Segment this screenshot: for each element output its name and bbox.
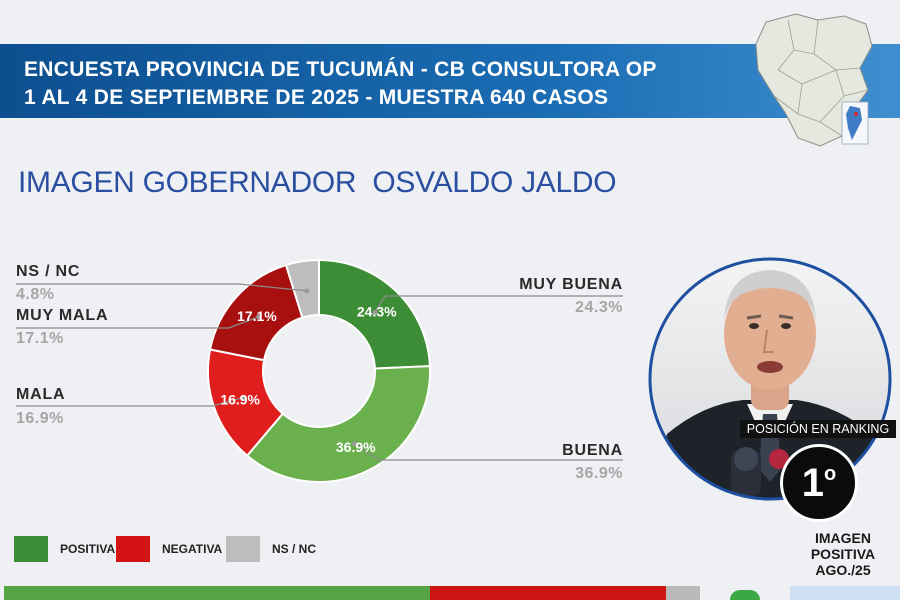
summary-bar-ranking [790, 586, 900, 600]
governor-portrait [648, 257, 892, 501]
header-line-2: 1 AL 4 DE SEPTIEMBRE DE 2025 - MUESTRA 6… [24, 86, 609, 109]
legend-label-positiva: POSITIVA [60, 542, 116, 556]
slice-buena [245, 365, 431, 483]
legend-swatch-nsnc [226, 536, 260, 562]
slice-label-muy-mala: 17.1% [237, 308, 277, 324]
label-muy-buena: MUY BUENA [519, 276, 623, 293]
leader-line-mala [16, 397, 243, 407]
ranking-caption-line-1: IMAGEN [815, 530, 871, 546]
summary-bar-nsnc [666, 586, 700, 600]
value-mala: 16.9% [16, 410, 64, 427]
summary-bar-negative [430, 586, 666, 600]
summary-bar-positive [4, 586, 430, 600]
ranking-position: 1 [801, 460, 825, 505]
legend-label-nsnc: NS / NC [272, 542, 317, 556]
leader-dot-ns-nc [304, 288, 310, 294]
label-ns-nc: NS / NC [16, 263, 81, 280]
summary-bar-dot [730, 590, 760, 600]
ranking-ordinal: o [824, 462, 837, 485]
chart-title: IMAGEN GOBERNADOR OSVALDO JALDO [18, 166, 617, 199]
leader-line-buena [354, 443, 623, 461]
leader-dot-muy-buena [372, 309, 378, 315]
leader-dot-muy-mala [256, 314, 262, 320]
ranking-caption-line-2: POSITIVA [810, 546, 876, 562]
slice-label-buena: 36.9% [336, 439, 376, 455]
legend-label-negativa: NEGATIVA [162, 542, 223, 556]
slice-label-muy-buena: 24.3% [357, 304, 397, 320]
value-ns-nc: 4.8% [16, 286, 55, 303]
header-line-1: ENCUESTA PROVINCIA DE TUCUMÁN - CB CONSU… [24, 58, 657, 81]
legend-nsnc: NS / NC [226, 536, 316, 562]
label-muy-mala: MUY MALA [16, 307, 109, 324]
legend-positiva: POSITIVA [14, 536, 115, 562]
leader-dot-mala [240, 395, 246, 401]
leader-line-muy-mala [16, 316, 259, 329]
legend-swatch-negativa [116, 536, 150, 562]
slice-label-mala: 16.9% [220, 392, 260, 408]
legend-negativa: NEGATIVA [116, 536, 222, 562]
ranking-caption-line-3: AGO./25 [815, 562, 871, 578]
value-buena: 36.9% [575, 465, 623, 482]
leader-line-ns-nc [16, 283, 307, 292]
ranking-label: POSICIÓN EN RANKING [740, 420, 896, 438]
legend-swatch-positiva [14, 536, 48, 562]
label-buena: BUENA [562, 442, 623, 459]
province-map [755, 13, 873, 147]
ranking-caption: IMAGEN POSITIVA AGO./25 [790, 530, 896, 578]
value-muy-buena: 24.3% [575, 299, 623, 316]
leader-line-muy-buena [374, 295, 623, 313]
slice-ns-nc [284, 258, 320, 319]
value-muy-mala: 17.1% [16, 330, 64, 347]
leader-dot-buena [352, 441, 358, 447]
label-mala: MALA [16, 386, 66, 403]
header-banner: ENCUESTA PROVINCIA DE TUCUMÁN - CB CONSU… [0, 44, 900, 118]
